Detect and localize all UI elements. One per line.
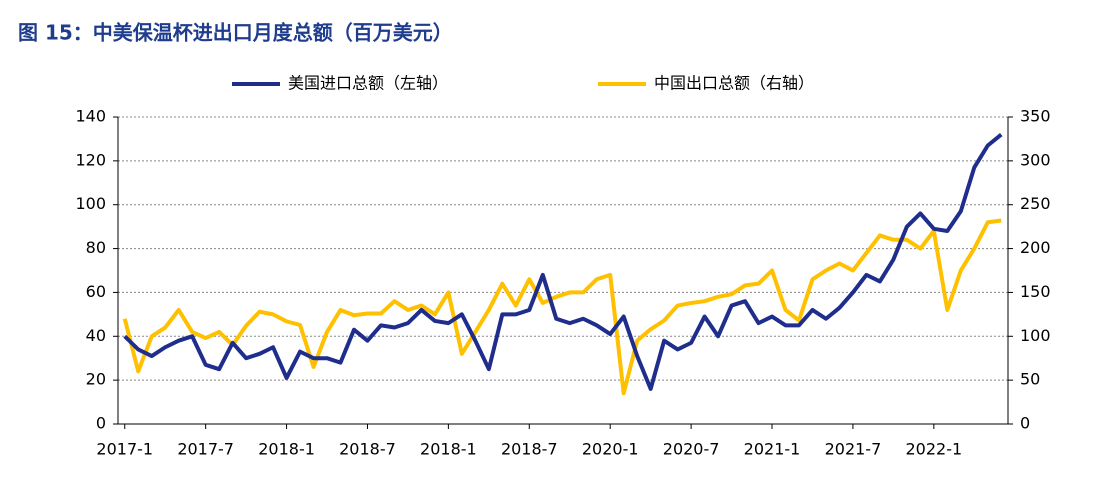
x-tick-label: 2017-1 — [96, 440, 153, 459]
y-tick-label: 100 — [75, 194, 106, 213]
y-tick-label: 0 — [96, 414, 106, 433]
y-tick-label: 140 — [75, 107, 106, 126]
y2-tick-label: 250 — [1020, 194, 1051, 213]
x-tick-label: 2018-7 — [339, 440, 396, 459]
y2-tick-label: 300 — [1020, 150, 1051, 169]
x-tick-label: 2018-1 — [420, 440, 477, 459]
x-tick-label: 2018-1 — [258, 440, 315, 459]
y-tick-label: 60 — [86, 282, 106, 301]
chart-title: 图 15：中美保温杯进出口月度总额（百万美元） — [18, 21, 453, 45]
y2-tick-label: 100 — [1020, 326, 1051, 345]
y2-tick-label: 200 — [1020, 238, 1051, 257]
legend-label: 美国进口总额（左轴） — [288, 74, 448, 93]
x-tick-label: 2020-7 — [663, 440, 720, 459]
y2-tick-label: 350 — [1020, 107, 1051, 126]
y2-tick-label: 0 — [1020, 414, 1030, 433]
x-tick-label: 2021-7 — [825, 440, 882, 459]
x-tick-label: 2020-1 — [582, 440, 639, 459]
x-tick-label: 2022-1 — [905, 440, 962, 459]
x-tick-label: 2018-7 — [501, 440, 558, 459]
y-tick-label: 40 — [86, 326, 106, 345]
y-tick-label: 80 — [86, 238, 106, 257]
y-tick-label: 20 — [86, 370, 106, 389]
x-tick-label: 2021-1 — [744, 440, 801, 459]
y2-tick-label: 50 — [1020, 370, 1040, 389]
line-series — [122, 218, 1002, 396]
y2-tick-label: 150 — [1020, 282, 1051, 301]
x-tick-label: 2017-7 — [177, 440, 234, 459]
line-series — [123, 132, 1003, 391]
y-tick-label: 120 — [75, 150, 106, 169]
legend-label: 中国出口总额（右轴） — [654, 74, 814, 93]
